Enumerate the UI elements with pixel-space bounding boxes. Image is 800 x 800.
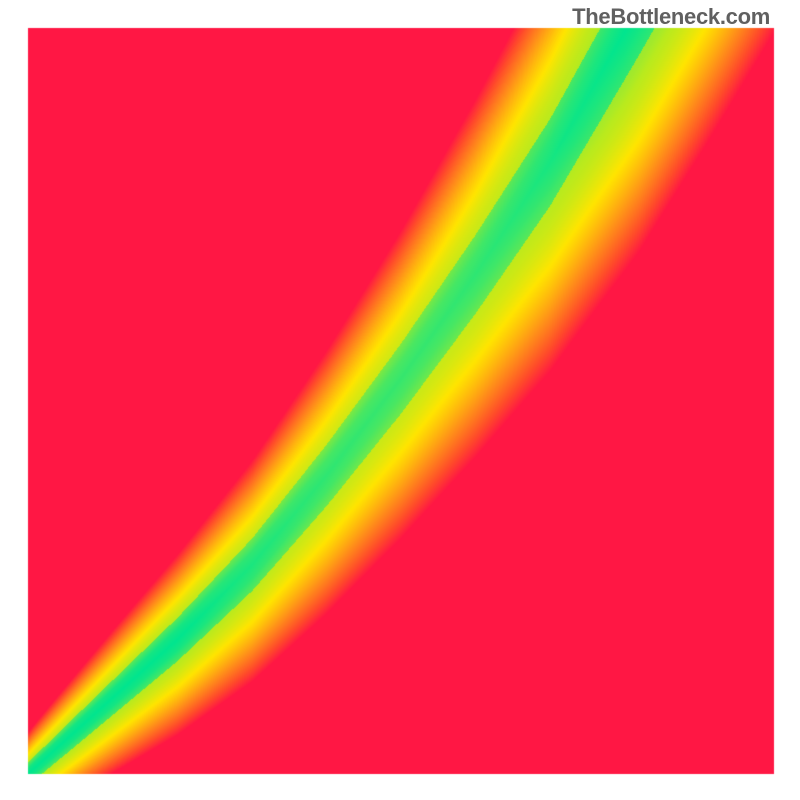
watermark-label: TheBottleneck.com xyxy=(572,4,770,30)
bottleneck-heatmap xyxy=(0,0,800,800)
chart-container: TheBottleneck.com xyxy=(0,0,800,800)
